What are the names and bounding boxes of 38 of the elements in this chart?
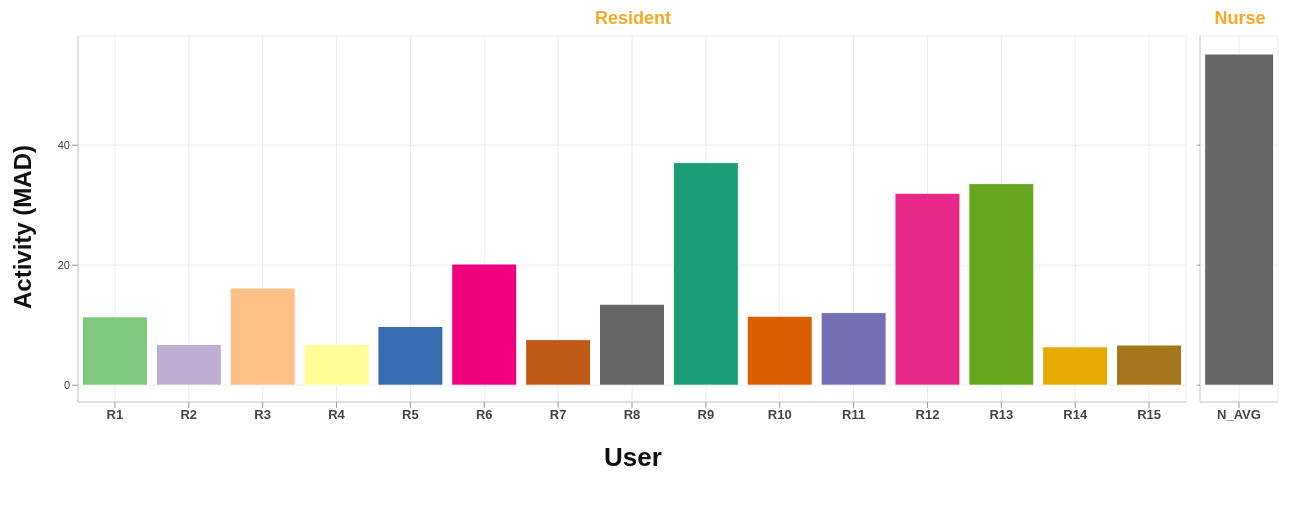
y-tick-label: 40 — [57, 139, 70, 152]
x-axis-title: User — [603, 442, 663, 473]
bar — [746, 315, 813, 386]
x-tick-label: R15 — [1137, 407, 1161, 423]
x-tick-label: R13 — [989, 407, 1014, 423]
x-tick-label: R11 — [842, 407, 866, 423]
x-tick-label: R14 — [1063, 407, 1088, 423]
bar — [820, 312, 887, 386]
bar — [1042, 346, 1109, 386]
chart-title: Resident — [594, 8, 672, 30]
x-tick-label: R8 — [623, 407, 641, 423]
x-tick-label: N_AVG — [1217, 407, 1261, 423]
x-tick-label: R5 — [402, 407, 419, 423]
bar — [968, 183, 1035, 386]
bar — [229, 287, 296, 386]
x-tick-label: R10 — [767, 407, 792, 423]
x-tick-label: R2 — [180, 407, 198, 423]
bar — [377, 325, 444, 386]
x-tick-label: R3 — [254, 407, 271, 423]
bar — [155, 343, 222, 386]
bar — [303, 343, 370, 386]
bar — [451, 263, 518, 386]
bar — [81, 316, 148, 386]
bar — [672, 162, 739, 386]
y-tick-label: 0 — [63, 379, 70, 392]
bar — [894, 192, 961, 386]
bar — [1116, 344, 1183, 386]
y-tick-label: 20 — [57, 259, 70, 272]
bar — [599, 303, 665, 386]
bar — [525, 339, 592, 386]
x-tick-label: R1 — [106, 407, 124, 423]
x-tick-label: R4 — [328, 407, 346, 423]
y-axis-title: Activity (MAD) — [8, 144, 36, 309]
x-tick-label: R12 — [915, 407, 940, 423]
x-tick-label: R9 — [697, 407, 715, 423]
x-tick-label: R7 — [549, 407, 567, 423]
chart-title: Nurse — [1213, 8, 1267, 30]
x-tick-label: R6 — [475, 407, 493, 423]
